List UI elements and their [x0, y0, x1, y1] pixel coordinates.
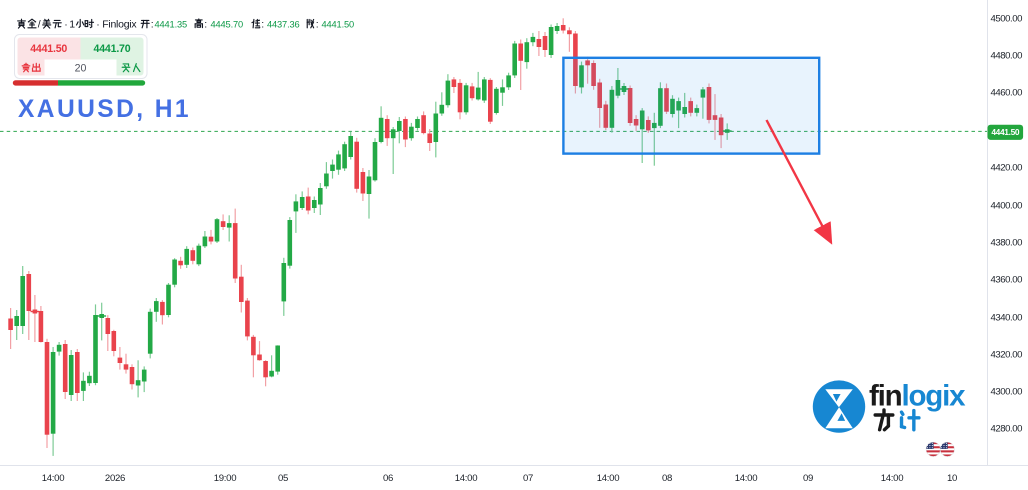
svg-text:14:00: 14:00 — [881, 473, 904, 484]
svg-text:4441.70: 4441.70 — [94, 43, 131, 55]
svg-text:4441.35: 4441.35 — [155, 19, 188, 29]
svg-text:06: 06 — [383, 473, 393, 484]
svg-text:4500.00: 4500.00 — [991, 13, 1023, 24]
svg-text:4441.50: 4441.50 — [991, 127, 1020, 137]
svg-text:07: 07 — [523, 473, 533, 484]
svg-text:finlogix: finlogix — [869, 380, 966, 413]
svg-text:XAUUSD, H1: XAUUSD, H1 — [18, 96, 191, 123]
svg-text:/: / — [38, 19, 41, 31]
svg-text:09: 09 — [803, 473, 813, 484]
svg-text:4445.70: 4445.70 — [211, 19, 244, 29]
svg-text:·: · — [64, 19, 68, 31]
svg-text:4380.00: 4380.00 — [991, 237, 1023, 248]
svg-text:4441.50: 4441.50 — [30, 43, 67, 55]
svg-text:4340.00: 4340.00 — [991, 312, 1023, 323]
svg-text:10: 10 — [947, 473, 957, 484]
svg-text:14:00: 14:00 — [455, 473, 478, 484]
svg-text:4320.00: 4320.00 — [991, 349, 1023, 360]
svg-text:1: 1 — [69, 19, 75, 31]
svg-text:4400.00: 4400.00 — [991, 200, 1023, 211]
svg-text:4360.00: 4360.00 — [991, 274, 1023, 285]
svg-text:4280.00: 4280.00 — [991, 423, 1023, 434]
svg-text:14:00: 14:00 — [735, 473, 758, 484]
svg-text:4437.36: 4437.36 — [267, 19, 300, 29]
svg-text:4420.00: 4420.00 — [991, 162, 1023, 173]
svg-text::: : — [261, 19, 264, 31]
svg-text::: : — [316, 19, 319, 31]
svg-text:2026: 2026 — [105, 473, 125, 484]
svg-text:19:00: 19:00 — [214, 473, 237, 484]
svg-text:05: 05 — [278, 473, 288, 484]
svg-text:08: 08 — [662, 473, 672, 484]
svg-text:4300.00: 4300.00 — [991, 386, 1023, 397]
svg-text::: : — [204, 19, 207, 31]
svg-text::: : — [151, 19, 154, 31]
svg-text:4441.50: 4441.50 — [322, 19, 355, 29]
svg-text:14:00: 14:00 — [42, 473, 65, 484]
svg-text:· Finlogix: · Finlogix — [96, 19, 137, 31]
svg-text:4460.00: 4460.00 — [991, 87, 1023, 98]
svg-text:14:00: 14:00 — [597, 473, 620, 484]
svg-text:4480.00: 4480.00 — [991, 50, 1023, 61]
svg-text:20: 20 — [75, 62, 87, 74]
